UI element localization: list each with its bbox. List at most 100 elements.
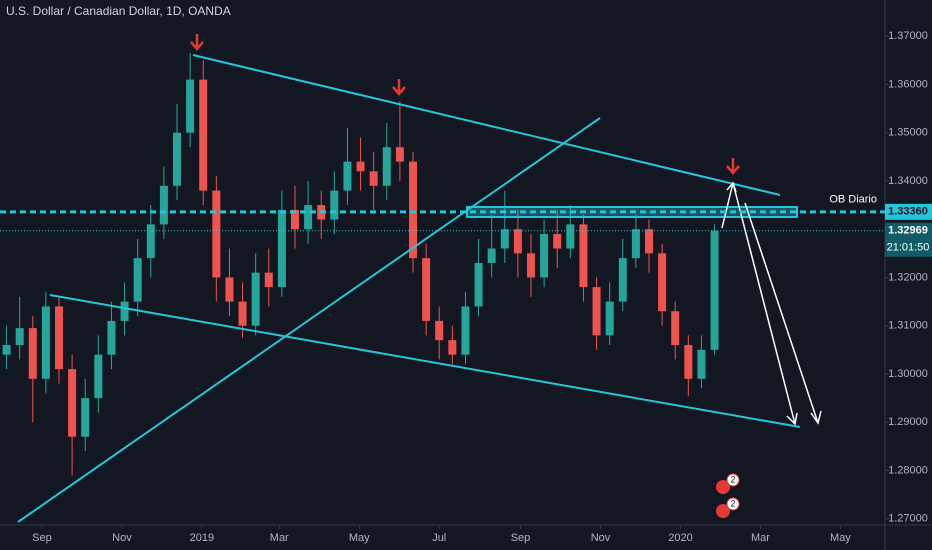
trend-line [17,117,601,523]
x-tick-label: Nov [112,532,132,544]
candle-body [540,234,549,278]
candle-body [579,224,588,288]
candle-body [68,369,77,437]
event-badge [726,497,740,511]
price-line-name: OB Diario [829,194,877,206]
candle-body [487,248,496,263]
candle-body [671,311,680,346]
candle-body [500,229,509,249]
candle-body [330,190,339,220]
price-label: 1.33360 [888,206,928,218]
candle-body [107,320,116,355]
candle-body [15,328,24,346]
y-tick-label: 1.31000 [888,320,928,332]
candle-body [356,161,365,172]
candle-body [553,234,562,249]
candle-body [382,147,391,186]
candle-body [55,306,63,370]
x-tick-label: 2020 [668,532,692,544]
y-tick-label: 1.30000 [888,368,928,380]
x-tick-label: May [830,532,851,544]
candle-body [605,301,614,336]
x-tick-label: Nov [591,532,611,544]
trend-line [192,54,781,196]
candle-body [658,253,667,312]
x-tick-label: May [349,532,370,544]
candle-body [566,224,575,249]
y-tick-label: 1.29000 [888,416,928,428]
event-badge [716,480,730,494]
candle-body [304,205,313,230]
event-count: 2 [730,498,735,508]
chart-title: U.S. Dollar / Canadian Dollar, 1D, OANDA [6,4,231,18]
y-tick-label: 1.36000 [888,78,928,90]
x-tick-label: Sep [511,532,531,544]
candle-body [264,272,273,288]
candle-body [618,258,627,302]
candle-body [631,229,640,259]
candle-body [710,230,719,350]
candle-body [212,190,221,278]
y-tick-label: 1.28000 [888,464,928,476]
down-arrow [392,79,406,96]
event-badge [716,504,730,518]
arrow-head [726,181,737,193]
candle-body [513,229,522,254]
y-tick-label: 1.27000 [888,513,928,525]
event-count: 2 [730,474,735,484]
candle-body [159,185,168,225]
candle-body [225,277,234,302]
candles [2,53,719,476]
candle-body [474,262,483,307]
arrow-head [810,410,822,425]
y-tick-label: 1.34000 [888,175,928,187]
arrow-head [786,412,798,426]
candle-body [173,132,181,186]
x-tick-label: Sep [32,532,52,544]
x-tick-label: Jul [432,532,446,544]
candle-body [186,79,195,133]
event-badges: 2 2 [716,473,740,518]
candle-body [369,171,378,186]
candle-body [461,306,470,355]
candle-body [199,79,208,191]
down-arrow [190,34,204,51]
candle-body [120,301,129,321]
candle-body [409,161,417,259]
candle-body [41,306,50,379]
candle-body [527,253,535,278]
event-badge [726,473,740,487]
candle-body [343,161,352,191]
countdown: 21:01:50 [887,242,930,254]
candle-body [94,354,103,399]
candle-body [645,229,653,254]
candle-body [28,328,37,379]
price-label-box [885,222,932,257]
red-arrows [190,34,740,175]
x-tick-label: Mar [751,532,770,544]
candle-body [291,209,299,230]
candle-body [277,209,286,288]
candle-body [435,320,444,341]
candle-body [592,287,601,336]
x-tick-label: 2019 [190,532,214,544]
y-tick-label: 1.37000 [888,30,928,42]
candle-body [395,147,404,162]
candle-body [448,340,457,355]
y-tick-label: 1.35000 [888,127,928,139]
candle-body [422,258,431,321]
candle-body [2,345,11,355]
candle-body [684,345,693,379]
trend-line [49,294,801,428]
arrow-path [744,202,819,424]
price-label-box [885,203,932,220]
candle-body [133,258,142,302]
down-arrow [726,158,740,175]
candle-body [238,301,247,326]
candle-body [81,398,90,437]
candle-body [697,349,706,379]
price-label: 1.32969 [888,225,928,237]
